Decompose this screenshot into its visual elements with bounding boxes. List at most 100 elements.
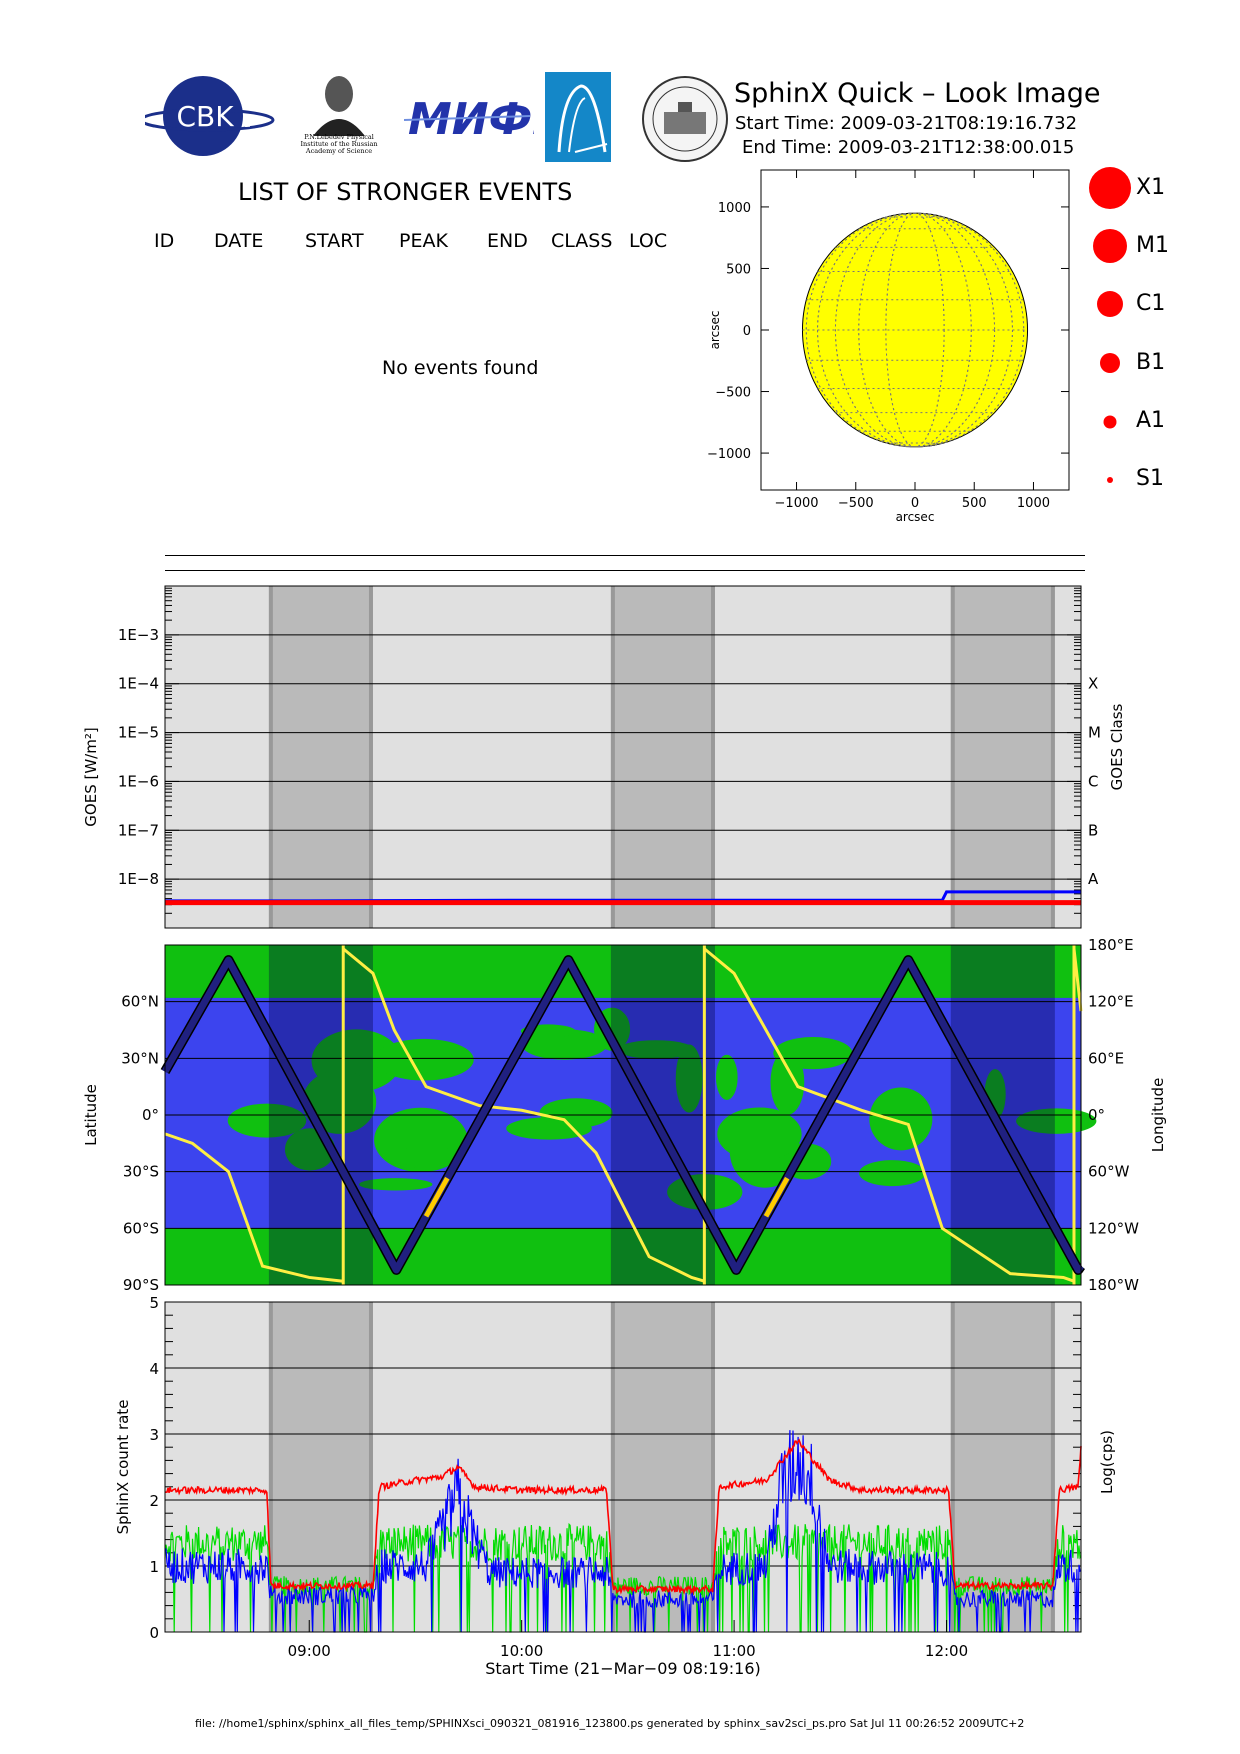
sun-x-tick-label: 500 [962, 496, 987, 511]
count-x-tick-label: 11:00 [712, 1642, 755, 1660]
goes-class-label: B [1088, 821, 1098, 839]
marker-x1 [1089, 167, 1131, 209]
sun-x-tick-label: 1000 [1017, 496, 1050, 511]
map-south-land-band [165, 1228, 1081, 1285]
goes-y-tick-label: 1E−3 [118, 626, 159, 644]
flare-scale-markers [1089, 167, 1131, 483]
col-peak: PEAK [399, 230, 448, 252]
cbk-logo-side: PAN [243, 114, 251, 128]
sun-y-tick-label: 500 [726, 262, 751, 277]
count-x-tick-label: 10:00 [500, 1642, 543, 1660]
footer-file-info: file: //home1/sphinx/sphinx_all_files_te… [195, 1717, 1025, 1730]
map-land-patch [717, 1107, 802, 1161]
sun-x-tick-label: −500 [838, 496, 874, 511]
scale-label-m1: M1 [1136, 233, 1169, 258]
goes-class-label: C [1088, 772, 1098, 790]
marker-a1 [1103, 415, 1117, 429]
map-longitude-curve [164, 947, 1083, 1283]
count-y-tick-label: 5 [149, 1294, 159, 1312]
map-land-patch [869, 1087, 933, 1151]
map-lat-tick-label: 30°S [123, 1163, 159, 1181]
eclipse-shade [950, 586, 1055, 928]
col-id: ID [154, 230, 175, 252]
sun-y-tick-label: 1000 [718, 201, 751, 216]
goes-y2-axis-label: GOES Class [1108, 703, 1126, 790]
map-lon-tick-label: 0° [1088, 1106, 1105, 1124]
map-orbit-hot-segment [763, 1176, 790, 1218]
divider-line [165, 570, 1085, 571]
map-land-patch [773, 1037, 853, 1070]
col-date: DATE [214, 230, 264, 252]
col-start: START [305, 230, 364, 252]
map-lon-tick-label: 120°W [1088, 1219, 1139, 1237]
sun-x-tick-label: 0 [911, 496, 919, 511]
map-land-patch [675, 1044, 703, 1113]
institute-arc-logo [545, 72, 611, 162]
map-land-patch [859, 1160, 926, 1187]
marker-s1 [1107, 477, 1113, 483]
map-land-patch [227, 1103, 307, 1138]
map-lat-tick-label: 60°S [123, 1219, 159, 1237]
count-x-tick-label: 09:00 [288, 1642, 331, 1660]
count-y-axis-label: SphinX count rate [114, 1400, 132, 1535]
count-series-blue [164, 1430, 1082, 1633]
sun-grid-meridian [805, 212, 1025, 448]
goes-y-axis-label: GOES [W/m²] [82, 727, 100, 826]
count-y-tick-label: 0 [149, 1624, 159, 1642]
scale-label-x1: X1 [1136, 175, 1166, 200]
count-y2-axis-label: Log(cps) [1098, 1430, 1116, 1494]
goes-flux-plot: 1E−8 1E−7 1E−6 1E−5 1E−4 1E−3 A B C M X GOES [W/m²]… [82, 585, 1126, 929]
eclipse-shade [610, 586, 715, 928]
map-lon-tick-label: 180°W [1088, 1276, 1139, 1294]
scale-label-b1: B1 [1136, 350, 1166, 375]
cbk-logo-text: CBK [176, 100, 234, 133]
goes-y-tick-label: 1E−6 [118, 772, 159, 790]
marker-b1 [1100, 353, 1120, 373]
map-y2-axis-label: Longitude [1149, 1078, 1167, 1153]
quicklook-title: SphinX Quick – Look Image [734, 78, 1101, 109]
map-land-patch [400, 1143, 454, 1169]
sun-x-axis-label: arcsec [896, 510, 935, 524]
sun-y-tick-label: −1000 [707, 447, 751, 462]
col-end: END [487, 230, 528, 252]
count-y-tick-label: 2 [149, 1492, 159, 1510]
count-x-tick-label: 12:00 [925, 1642, 968, 1660]
map-land-patch [302, 1070, 377, 1134]
solar-disk-plot: −1000 −500 0 500 1000 −1000 −500 0 500 1000 arcsec… [707, 169, 1070, 524]
map-lat-tick-label: 30°N [121, 1049, 159, 1067]
goes-y-tick-label: 1E−8 [118, 870, 159, 888]
map-land-patch [617, 1040, 694, 1059]
map-lat-tick-label: 90°S [123, 1276, 159, 1294]
count-y-tick-label: 4 [149, 1360, 159, 1378]
eclipse-shade [610, 1302, 715, 1632]
goes-y-tick-label: 1E−5 [118, 724, 159, 742]
sun-x-tick-label: −1000 [775, 496, 819, 511]
map-orbit-track [161, 956, 1084, 1274]
end-time-label: End Time: 2009-03-21T12:38:00.015 [742, 137, 1075, 158]
scale-label-c1: C1 [1136, 291, 1166, 316]
map-orbit-hot-segment [423, 1176, 450, 1218]
goes-class-label: X [1088, 675, 1098, 693]
count-series-red [164, 1438, 1082, 1596]
goes-class-label: M [1088, 724, 1101, 742]
map-land-patch [374, 1038, 474, 1081]
divider-line [165, 555, 1085, 556]
eclipse-shade [950, 1302, 1055, 1632]
goes-y-tick-label: 1E−4 [118, 675, 159, 693]
start-time-label: Start Time: 2009-03-21T08:19:16.732 [735, 113, 1078, 134]
goes-frame [164, 585, 1082, 929]
col-class: CLASS [551, 230, 613, 252]
orbit-map-plot: 90°S 60°S 30°S 0° 30°N 60°N 180°W 120°W 60°W 0° 60… [82, 936, 1167, 1294]
eclipse-shade [268, 586, 373, 928]
count-y-tick-label: 3 [149, 1426, 159, 1444]
scale-label-s1: S1 [1136, 466, 1164, 491]
lebedev-caption: P.N.Lebedev Physical Institute of the Ru… [300, 133, 378, 155]
map-lat-tick-label: 0° [142, 1106, 159, 1124]
map-land-patch [359, 1178, 433, 1191]
cbk-pan-logo: CBK PAN [139, 74, 285, 158]
map-lat-tick-label: 60°N [121, 993, 159, 1011]
col-loc: LOC [629, 230, 668, 252]
marker-c1 [1097, 291, 1123, 317]
goes-class-label: A [1088, 870, 1099, 888]
